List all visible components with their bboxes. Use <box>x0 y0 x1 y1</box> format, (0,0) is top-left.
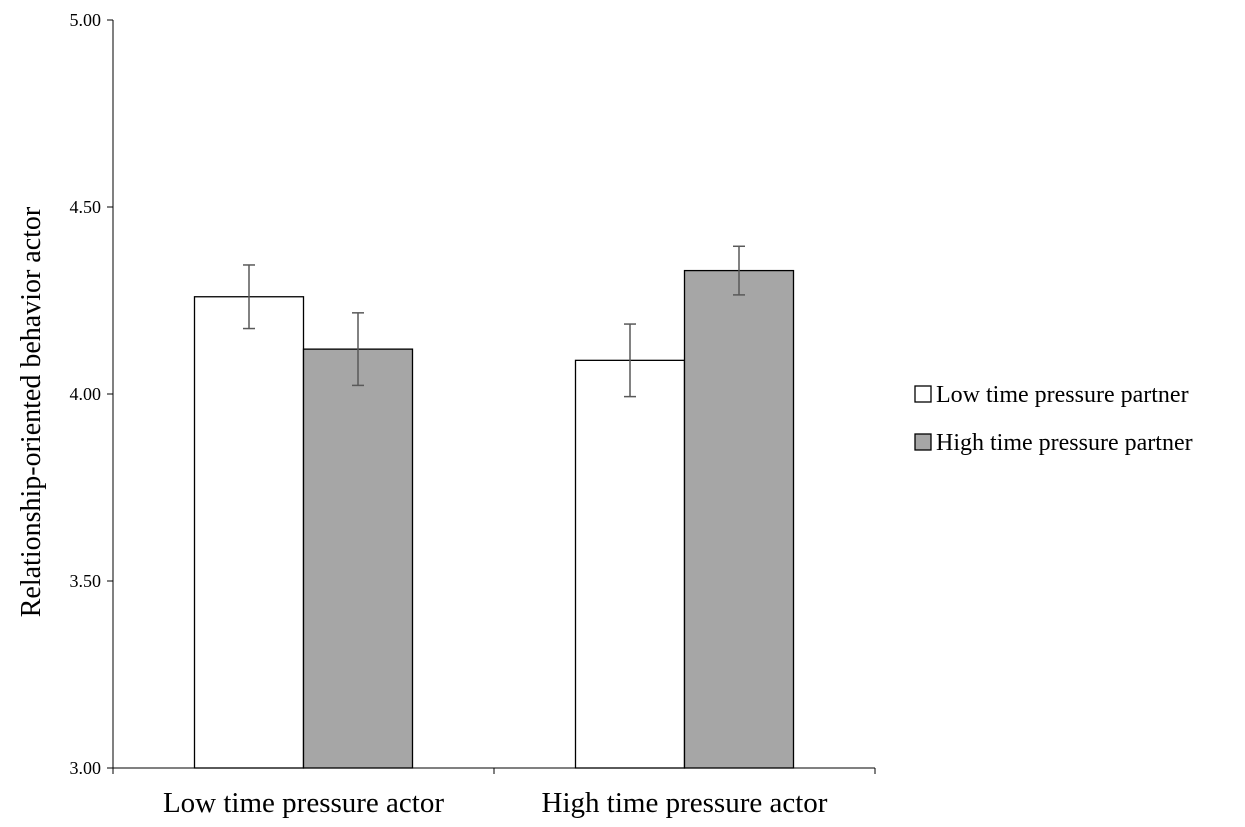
y-tick-label: 4.50 <box>70 197 102 217</box>
legend-label: High time pressure partner <box>936 430 1193 456</box>
y-tick-label: 3.50 <box>70 571 102 591</box>
bar <box>683 269 795 769</box>
bars <box>193 269 795 769</box>
legend-swatch <box>914 385 932 403</box>
x-category-label: High time pressure actor <box>542 787 828 819</box>
y-axis-label: Relationship-oriented behavior actor <box>16 206 47 617</box>
x-category-label: Low time pressure actor <box>163 787 444 819</box>
y-tick-label: 4.00 <box>70 384 102 404</box>
y-tick-label: 3.00 <box>70 758 102 778</box>
legend-swatch <box>914 433 932 451</box>
bar <box>574 359 686 769</box>
bar <box>193 296 305 769</box>
legend-label: Low time pressure partner <box>936 382 1189 408</box>
y-tick-label: 5.00 <box>70 10 102 30</box>
bar <box>302 348 414 769</box>
labels: 3.00 3.50 4.00 4.50 5.00 Low time pressure ac… <box>16 10 828 819</box>
legend: Low time pressure partner High time press… <box>914 382 1193 456</box>
error-bars <box>243 245 745 398</box>
